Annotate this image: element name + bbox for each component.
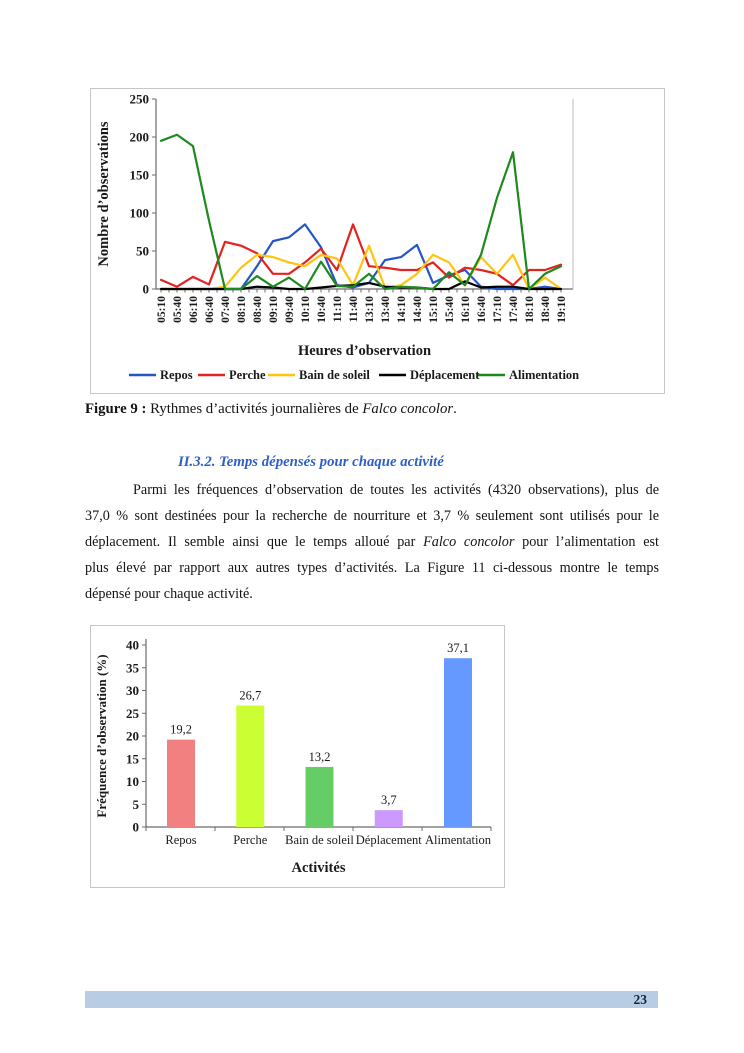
category-label-repos: Repos	[165, 833, 196, 847]
text-run: Parmi les fréquences d’observation de to…	[133, 482, 659, 498]
y-tick-label: 250	[130, 92, 150, 107]
text-run: dépensé pour chaque activité.	[85, 586, 253, 602]
bar-value-label-deplacement: 3,7	[381, 793, 397, 807]
x-tick-label: 10:40	[316, 296, 328, 323]
category-label-perche: Perche	[233, 833, 267, 847]
text-run: Figure 9 :	[85, 401, 151, 417]
text-run: plus élevé par rapport aux autres types …	[85, 560, 659, 576]
paragraph-line: dépensé pour chaque activité.	[85, 581, 659, 607]
x-tick-label: 13:10	[364, 296, 376, 323]
y-tick-label: 15	[126, 751, 140, 766]
y-tick-label: 35	[126, 660, 140, 675]
y-axis-title: Fréquence d’observation (%)	[94, 654, 109, 817]
text-run: 37,0 % sont destinées pour la recherche …	[85, 508, 659, 524]
bar-value-label-alimentation: 37,1	[447, 641, 469, 655]
paragraph-line: Parmi les fréquences d’observation de to…	[85, 477, 659, 503]
bar-alimentation	[444, 658, 472, 827]
y-axis-title: Nombre d’observations	[96, 121, 112, 266]
figure11-bar-chart-frame: 0 5 10 15 20 25 30 35 40 19,2 Repos 26,7 Perche 13,2 B…	[90, 625, 505, 888]
text-run: Falco concolor	[423, 534, 515, 550]
y-tick-label: 100	[130, 206, 150, 221]
y-tick-label: 25	[126, 706, 140, 721]
y-tick-label: 0	[133, 820, 140, 835]
legend-label-repos: Repos	[160, 368, 193, 382]
y-tick-label: 200	[130, 130, 150, 145]
text-run: déplacement. Il semble ainsi que le temp…	[85, 534, 424, 550]
x-tick-label: 16:40	[476, 296, 488, 323]
x-tick-label: 11:10	[332, 296, 344, 322]
page-number: 23	[633, 992, 648, 1007]
section-heading: II.3.2. Temps dépensés pour chaque activ…	[178, 454, 444, 470]
category-label-bain-de-soleil: Bain de soleil	[285, 833, 354, 847]
x-tick-label: 17:10	[492, 296, 504, 323]
y-tick-label: 10	[126, 774, 139, 789]
x-axis-title: Heures d’observation	[298, 343, 431, 359]
x-tick-label: 05:40	[172, 296, 184, 323]
x-tick-label: 10:10	[300, 296, 312, 323]
figure9-line-chart-frame: 0 50 100 150 200 250 05:10 05:40 06:10 06:40 07:40…	[90, 88, 665, 394]
y-tick-label: 5	[133, 797, 140, 812]
text-run: Rythmes d’activités journalières de	[150, 401, 363, 417]
text-run: Falco concolor	[362, 401, 454, 417]
x-tick-label: 06:40	[204, 296, 216, 323]
legend-label-bain-de-soleil: Bain de soleil	[299, 368, 370, 382]
x-tick-label: 13:40	[380, 296, 392, 323]
paragraph-line: déplacement. Il semble ainsi que le temp…	[85, 529, 659, 555]
paragraph-line: plus élevé par rapport aux autres types …	[85, 555, 659, 581]
bar-repos	[167, 739, 195, 827]
bar-bain-de-soleil	[305, 766, 334, 827]
x-tick-label: 15:10	[428, 296, 440, 323]
x-tick-label: 09:40	[284, 296, 296, 323]
x-tick-label: 14:40	[412, 296, 424, 323]
x-tick-label: 08:10	[236, 296, 248, 323]
x-tick-label: 09:10	[268, 296, 280, 323]
legend-label-deplacement: Déplacement	[410, 368, 480, 382]
bar-chart: 0 5 10 15 20 25 30 35 40 19,2 Repos 26,7 Perche 13,2 B…	[94, 638, 492, 877]
x-tick-label: 18:40	[540, 296, 552, 323]
y-tick-label: 0	[143, 282, 150, 297]
x-tick-label: 14:10	[396, 296, 408, 323]
x-tick-label: 07:40	[220, 296, 232, 323]
category-label-alimentation: Alimentation	[425, 833, 492, 847]
category-label-deplacement: Déplacement	[356, 833, 422, 847]
series-line-alimentation	[159, 133, 563, 291]
body-paragraph: Parmi les fréquences d’observation de to…	[85, 477, 659, 607]
x-tick-label: 06:10	[188, 296, 200, 323]
x-tick-label: 08:40	[252, 296, 264, 323]
text-run: pour l’alimentation est	[514, 534, 659, 550]
x-tick-label: 15:40	[444, 296, 456, 323]
legend-label-perche: Perche	[229, 368, 266, 382]
figure9-caption: Figure 9 : Rythmes d’activités journaliè…	[85, 401, 665, 418]
text-run: .	[453, 401, 457, 417]
x-axis-title: Activités	[292, 860, 346, 876]
bar-value-label-perche: 26,7	[239, 689, 261, 703]
x-tick-label: 11:40	[348, 296, 360, 322]
x-tick-label: 16:10	[460, 296, 472, 323]
x-tick-label: 05:10	[156, 296, 168, 323]
y-tick-label: 20	[126, 729, 139, 744]
y-tick-label: 150	[130, 168, 150, 183]
x-tick-label: 18:10	[524, 296, 536, 323]
line-chart: 0 50 100 150 200 250 05:10 05:40 06:10 06:40 07:40…	[96, 92, 579, 383]
series-line-perche	[159, 223, 563, 288]
y-tick-label: 40	[126, 638, 139, 653]
bar-value-label-bain-de-soleil: 13,2	[309, 750, 331, 764]
x-tick-label: 17:40	[508, 296, 520, 323]
bar-value-label-repos: 19,2	[170, 723, 192, 737]
bar-perche	[236, 705, 265, 827]
bar-deplacement	[374, 810, 403, 827]
y-tick-label: 30	[126, 683, 139, 698]
series-line-bain-de-soleil	[159, 244, 563, 291]
y-tick-label: 50	[136, 244, 149, 259]
legend-label-alimentation: Alimentation	[509, 368, 579, 382]
footer-bar: 23	[85, 991, 658, 1008]
paragraph-line: 37,0 % sont destinées pour la recherche …	[85, 503, 659, 529]
x-tick-label: 19:10	[556, 296, 568, 323]
